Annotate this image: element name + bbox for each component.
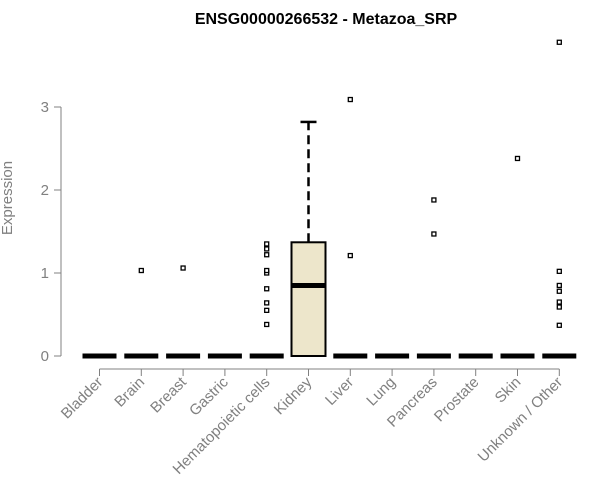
outlier-point (264, 286, 270, 292)
outlier-point (264, 252, 270, 258)
outlier-point (264, 307, 270, 314)
outlier-point (556, 288, 562, 294)
y-axis: 0 1 2 3 (41, 99, 62, 365)
outlier-point (556, 322, 562, 328)
y-tick-label: 0 (41, 348, 49, 365)
outlier-point (180, 265, 186, 271)
outlier-point (264, 246, 270, 252)
outlier-point (347, 96, 353, 103)
outlier-point (556, 282, 562, 289)
y-tick-label: 3 (41, 99, 49, 116)
outlier-point (556, 299, 562, 305)
chart-title: ENSG00000266532 - Metazoa_SRP (195, 11, 458, 28)
outlier-point (264, 241, 270, 247)
x-tick-label: Liver (322, 374, 357, 409)
x-tick-label: Lung (363, 374, 399, 410)
outlier-point (431, 231, 437, 237)
outlier-point (556, 304, 562, 310)
y-axis-label: Expression (0, 161, 16, 235)
x-tick-label: Breast (147, 373, 190, 416)
outlier-point (514, 155, 521, 162)
x-tick-label: Bladder (58, 374, 107, 423)
outlier-point (556, 39, 562, 45)
y-tick-label: 2 (41, 182, 49, 199)
outlier-point (347, 252, 353, 259)
box (290, 241, 327, 357)
x-tick-label: Kidney (271, 373, 316, 418)
outlier-point (138, 267, 144, 274)
outlier-point (556, 268, 562, 274)
y-tick-label: 1 (41, 265, 49, 282)
outlier-point (264, 300, 270, 306)
outlier-point (431, 197, 437, 203)
x-tick-label: Brain (111, 374, 148, 411)
x-tick-label: Prostate (431, 374, 483, 426)
x-tick-label: Skin (492, 374, 525, 407)
outlier-point (264, 321, 270, 328)
plot-area (82, 39, 577, 359)
outlier-point (264, 267, 270, 274)
